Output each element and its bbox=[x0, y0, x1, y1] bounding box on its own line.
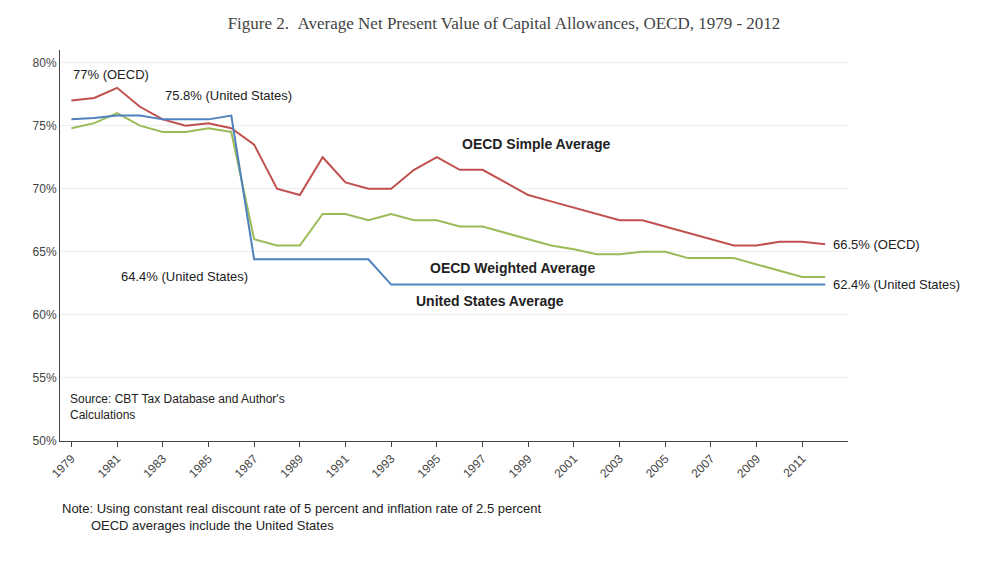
svg-text:1983: 1983 bbox=[140, 452, 169, 481]
svg-text:2001: 2001 bbox=[551, 452, 580, 481]
svg-text:75%: 75% bbox=[33, 119, 57, 133]
svg-text:75.8% (United States): 75.8% (United States) bbox=[165, 88, 292, 103]
svg-text:Note: Using constant real disc: Note: Using constant real discount rate … bbox=[62, 501, 542, 533]
svg-text:United States Average: United States Average bbox=[416, 293, 564, 309]
svg-text:55%: 55% bbox=[33, 371, 57, 385]
svg-text:Source: CBT Tax Database and A: Source: CBT Tax Database and Author'sCal… bbox=[70, 392, 285, 422]
svg-text:80%: 80% bbox=[33, 56, 57, 70]
svg-text:60%: 60% bbox=[33, 308, 57, 322]
svg-text:2011: 2011 bbox=[781, 452, 809, 480]
svg-text:2007: 2007 bbox=[689, 452, 718, 481]
svg-text:OECD Weighted Average: OECD Weighted Average bbox=[430, 260, 595, 276]
svg-text:Figure 2. Average Net Present: Figure 2. Average Net Present Value of C… bbox=[228, 14, 781, 33]
svg-text:1989: 1989 bbox=[277, 452, 306, 481]
svg-text:1995: 1995 bbox=[414, 452, 443, 481]
svg-text:1991: 1991 bbox=[323, 452, 352, 481]
svg-text:2005: 2005 bbox=[643, 452, 672, 481]
svg-text:1985: 1985 bbox=[186, 452, 215, 481]
svg-text:1997: 1997 bbox=[460, 452, 489, 481]
svg-text:1999: 1999 bbox=[506, 452, 535, 481]
svg-text:2009: 2009 bbox=[734, 452, 763, 481]
svg-text:66.5% (OECD): 66.5% (OECD) bbox=[833, 237, 920, 252]
svg-text:50%: 50% bbox=[33, 434, 57, 448]
svg-text:77% (OECD): 77% (OECD) bbox=[73, 67, 149, 82]
svg-text:62.4% (United States): 62.4% (United States) bbox=[833, 277, 960, 292]
svg-text:70%: 70% bbox=[33, 182, 57, 196]
svg-text:1993: 1993 bbox=[369, 452, 398, 481]
svg-text:1979: 1979 bbox=[49, 452, 78, 481]
svg-text:OECD Simple Average: OECD Simple Average bbox=[462, 136, 611, 152]
svg-text:65%: 65% bbox=[33, 245, 57, 259]
svg-text:1987: 1987 bbox=[232, 452, 261, 481]
svg-text:1981: 1981 bbox=[95, 452, 124, 481]
svg-text:2003: 2003 bbox=[597, 452, 626, 481]
svg-text:64.4% (United States): 64.4% (United States) bbox=[121, 269, 248, 284]
